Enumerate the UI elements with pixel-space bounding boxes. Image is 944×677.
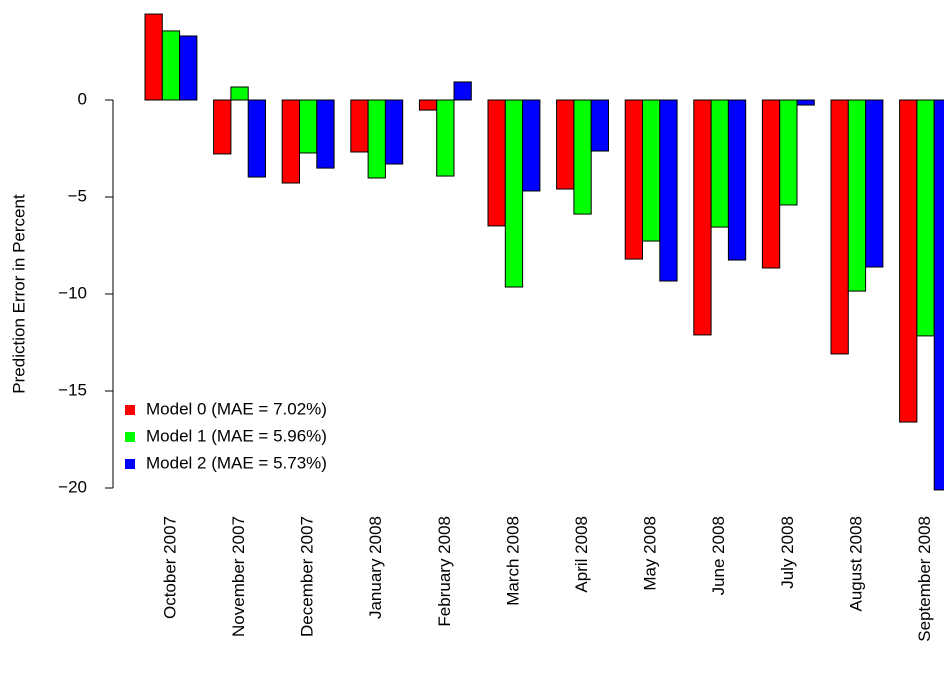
y-tick-label: 0 xyxy=(78,89,87,108)
bar xyxy=(299,99,318,154)
bar xyxy=(624,99,644,260)
legend-swatch xyxy=(125,432,135,442)
y-tick-label: −20 xyxy=(58,477,87,496)
x-tick-label: December 2007 xyxy=(298,516,317,637)
bar xyxy=(693,99,712,336)
bar xyxy=(899,99,918,423)
y-tick-label: −15 xyxy=(58,380,87,399)
bar xyxy=(179,35,198,101)
bar xyxy=(281,99,301,184)
bar xyxy=(556,99,575,190)
legend-label: Model 1 (MAE = 5.96%) xyxy=(146,426,327,445)
bar xyxy=(659,99,678,282)
x-tick-label: March 2008 xyxy=(503,516,522,606)
bar xyxy=(316,99,335,169)
y-tick-label: −5 xyxy=(68,186,87,205)
bar xyxy=(573,99,592,215)
bar xyxy=(779,99,798,206)
bar xyxy=(761,99,781,269)
bar xyxy=(144,13,163,101)
bar xyxy=(418,99,438,111)
bar xyxy=(487,99,506,227)
bar xyxy=(230,86,249,101)
bar xyxy=(247,99,266,178)
bar xyxy=(384,99,404,165)
x-tick-label: August 2008 xyxy=(846,516,865,611)
bar xyxy=(161,30,181,101)
bar xyxy=(710,99,729,228)
bar xyxy=(522,99,541,192)
legend-swatch xyxy=(125,405,135,415)
x-tick-label: February 2008 xyxy=(435,516,454,627)
x-tick-label: September 2008 xyxy=(915,516,934,642)
x-tick-label: January 2008 xyxy=(366,516,385,619)
bar xyxy=(933,99,944,491)
bar xyxy=(590,99,610,152)
bar xyxy=(796,99,815,106)
bar xyxy=(847,99,867,292)
bar xyxy=(453,81,472,101)
bar xyxy=(916,99,935,337)
x-tick-label: October 2007 xyxy=(160,516,179,619)
x-tick-label: April 2008 xyxy=(572,516,591,593)
y-tick-label: −10 xyxy=(58,283,87,302)
bar xyxy=(727,99,747,261)
legend-swatch xyxy=(125,459,135,469)
bar xyxy=(865,99,884,268)
x-tick-label: July 2008 xyxy=(778,516,797,589)
y-axis-label: Prediction Error in Percent xyxy=(9,194,28,394)
bar xyxy=(350,99,369,153)
legend-label: Model 2 (MAE = 5.73%) xyxy=(146,453,327,472)
bar xyxy=(504,99,524,288)
bar xyxy=(213,99,232,155)
bar xyxy=(436,99,455,177)
bar xyxy=(642,99,661,242)
x-tick-label: May 2008 xyxy=(641,516,660,591)
x-tick-label: June 2008 xyxy=(709,516,728,595)
bar xyxy=(367,99,386,179)
x-tick-label: November 2007 xyxy=(229,516,248,637)
bar xyxy=(830,99,849,355)
legend-label: Model 0 (MAE = 7.02%) xyxy=(146,399,327,418)
